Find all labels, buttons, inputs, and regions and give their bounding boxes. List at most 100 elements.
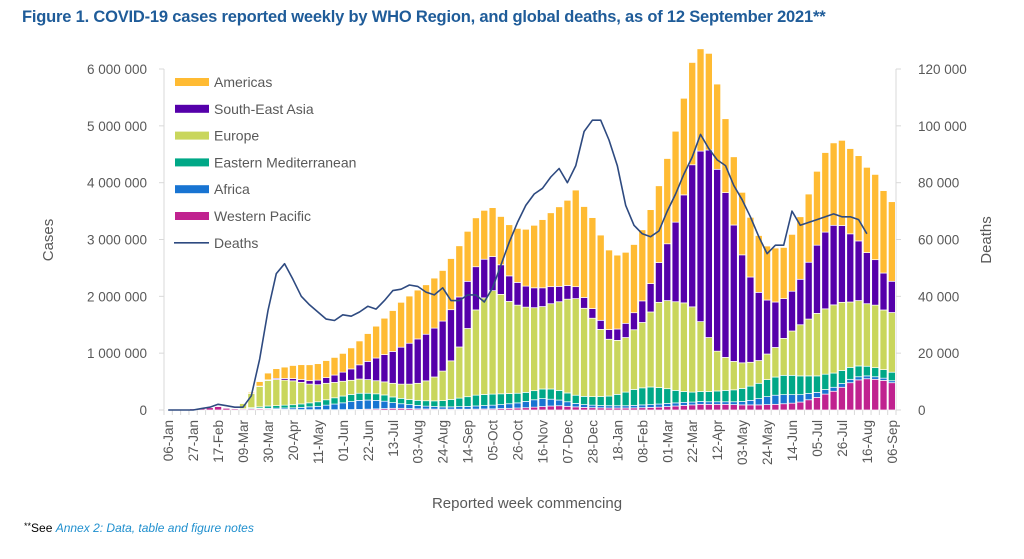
deaths-line-group	[168, 119, 868, 411]
bar-segment-eastern-mediterranean	[596, 396, 605, 406]
bar-segment-western-pacific	[829, 390, 838, 411]
bar-segment-eastern-mediterranean	[388, 396, 397, 403]
bar-segment-africa	[854, 376, 863, 381]
y2-tick-label: 100 000	[918, 119, 967, 134]
bar-segment-eastern-mediterranean	[455, 397, 464, 407]
bar-segment-europe	[580, 307, 588, 397]
bar-segment-eastern-mediterranean	[630, 389, 638, 406]
bar-segment-eastern-mediterranean	[871, 367, 880, 378]
bar-segment-eastern-mediterranean	[879, 369, 888, 379]
bar-segment-eastern-mediterranean	[613, 394, 622, 407]
bar-segment-eastern-mediterranean	[605, 395, 613, 407]
bar-segment-africa	[430, 406, 439, 410]
bar-segment-south-east-asia	[646, 283, 655, 313]
legend-label: Americas	[214, 74, 272, 90]
bar-segment-europe	[255, 386, 264, 408]
bar-segment-africa	[322, 404, 331, 411]
bar-segment-europe	[663, 300, 672, 390]
bar-segment-africa	[630, 404, 638, 409]
bar-segment-europe	[347, 379, 356, 395]
bar-segment-europe	[413, 382, 422, 401]
bar-segment-south-east-asia	[546, 286, 555, 305]
bar-segment-western-pacific	[655, 406, 663, 411]
y-axis-label: Cases	[40, 219, 57, 262]
bar-segment-americas	[305, 364, 314, 382]
bar-segment-south-east-asia	[388, 351, 397, 384]
bar-segment-americas	[380, 317, 389, 355]
bar-segment-western-pacific	[713, 403, 722, 411]
bar-segment-eastern-mediterranean	[729, 389, 738, 403]
bar-segment-africa	[488, 404, 497, 410]
bar-segment-americas	[355, 340, 364, 366]
bar-segment-europe	[863, 303, 871, 367]
bar-segment-americas	[846, 148, 855, 235]
bar-segment-south-east-asia	[363, 361, 372, 380]
bar-segment-western-pacific	[879, 380, 888, 411]
bar-segment-americas	[821, 152, 830, 233]
bar-segment-americas	[405, 295, 414, 344]
bar-segment-africa	[680, 401, 688, 406]
bar-segment-south-east-asia	[838, 225, 846, 303]
bar-segment-europe	[497, 293, 505, 395]
bar-segment-south-east-asia	[372, 357, 380, 382]
x-tick-label: 03-Aug	[411, 420, 426, 464]
bar-segment-americas	[455, 245, 464, 298]
bar-segment-americas	[438, 270, 447, 322]
bar-segment-south-east-asia	[863, 252, 871, 305]
bar-segment-south-east-asia	[447, 309, 455, 362]
annex-link[interactable]: Annex 2: Data, table and figure notes	[55, 521, 254, 535]
bar-segment-eastern-mediterranean	[413, 399, 422, 406]
bar-segment-western-pacific	[871, 378, 880, 411]
bar-segment-eastern-mediterranean	[671, 390, 680, 404]
y-tick-label: 3 000 000	[87, 233, 147, 248]
bar-segment-south-east-asia	[738, 254, 746, 364]
bar-segment-americas	[804, 193, 813, 263]
bar-segment-europe	[472, 309, 480, 396]
bar-segment-americas	[605, 249, 613, 330]
bar-segment-europe	[887, 312, 896, 373]
bar-segment-americas	[430, 277, 439, 329]
bar-segment-europe	[721, 357, 730, 391]
bar-segment-eastern-mediterranean	[838, 370, 846, 384]
bar-segment-africa	[472, 405, 480, 410]
bar-segment-western-pacific	[663, 406, 672, 411]
x-tick-label: 24-Aug	[436, 420, 451, 464]
bar-segment-africa	[671, 402, 680, 407]
bar-segment-americas	[571, 189, 580, 288]
bar-segment-western-pacific	[696, 403, 705, 411]
bar-segment-africa	[480, 405, 489, 410]
x-tick-label: 03-May	[735, 420, 750, 465]
bar-segment-south-east-asia	[497, 264, 505, 295]
y-tick-label: 5 000 000	[87, 119, 147, 134]
bar-segment-eastern-mediterranean	[538, 388, 547, 399]
bar-segment-south-east-asia	[854, 240, 863, 301]
bar-segment-americas	[397, 301, 405, 348]
bar-segment-americas	[538, 219, 547, 289]
bar-segment-eastern-mediterranean	[821, 373, 830, 390]
bar-segment-africa	[405, 404, 414, 409]
bar-segment-europe	[538, 306, 547, 390]
y-tick-label: 6 000 000	[87, 62, 147, 77]
bar-segment-western-pacific	[821, 393, 830, 411]
bar-segment-south-east-asia	[571, 286, 580, 299]
bar-segment-americas	[488, 207, 497, 257]
bar-segment-eastern-mediterranean	[796, 375, 805, 396]
bar-segment-europe	[455, 346, 464, 399]
bar-segment-eastern-mediterranean	[297, 403, 306, 408]
bar-segment-europe	[613, 340, 622, 395]
bar-segment-europe	[696, 321, 705, 392]
bar-segment-eastern-mediterranean	[555, 390, 563, 401]
bar-segment-western-pacific	[804, 399, 813, 411]
bar-segment-americas	[713, 83, 722, 170]
bar-segment-eastern-mediterranean	[754, 382, 763, 399]
bar-segment-europe	[854, 300, 863, 367]
bar-segment-africa	[704, 401, 713, 405]
bar-segment-western-pacific	[779, 403, 788, 411]
y2-tick-label: 120 000	[918, 62, 967, 77]
bar-segment-americas	[280, 366, 289, 379]
x-tick-label: 01-Mar	[660, 420, 675, 463]
y-tick-label: 1 000 000	[87, 346, 147, 361]
bar-segment-europe	[272, 379, 281, 406]
footnote: **See Annex 2: Data, table and figure no…	[24, 521, 254, 535]
bar-segment-eastern-mediterranean	[322, 399, 331, 406]
